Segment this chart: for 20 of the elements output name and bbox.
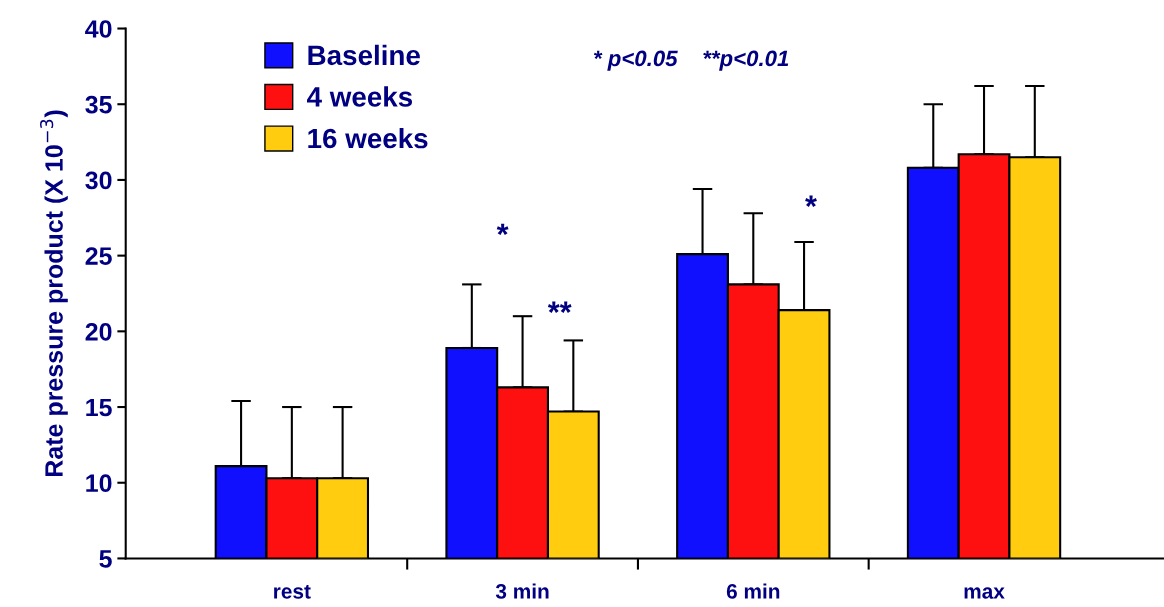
annotation: * p<0.05 **p<0.01: [593, 50, 789, 71]
y-tick-label: 5: [99, 550, 112, 568]
y-tick-label: 15: [86, 398, 112, 417]
y-tick-label: 20: [85, 322, 112, 341]
x-tick-label: 3 min: [495, 583, 549, 599]
y-tick-label: 35: [85, 95, 112, 114]
annotation: *: [805, 195, 817, 207]
x-tick-label: 6 min: [726, 583, 780, 599]
annotation: **: [547, 301, 572, 313]
y-tick-label: 40: [85, 20, 112, 38]
annotation: *: [496, 223, 509, 236]
legend-label: 4 weeks: [307, 86, 413, 107]
x-tick-label: max: [964, 587, 1005, 599]
legend-label: Baseline: [308, 44, 420, 66]
y-tick-label: 25: [85, 247, 112, 265]
legend-label: 16 weeks: [308, 127, 428, 149]
x-tick-label: rest: [274, 584, 311, 599]
y-tick-label: 10: [86, 474, 112, 493]
y-axis-title: Rate pressure product (X 10$^{−3}$): [40, 110, 68, 477]
y-tick-label: 30: [85, 171, 112, 190]
